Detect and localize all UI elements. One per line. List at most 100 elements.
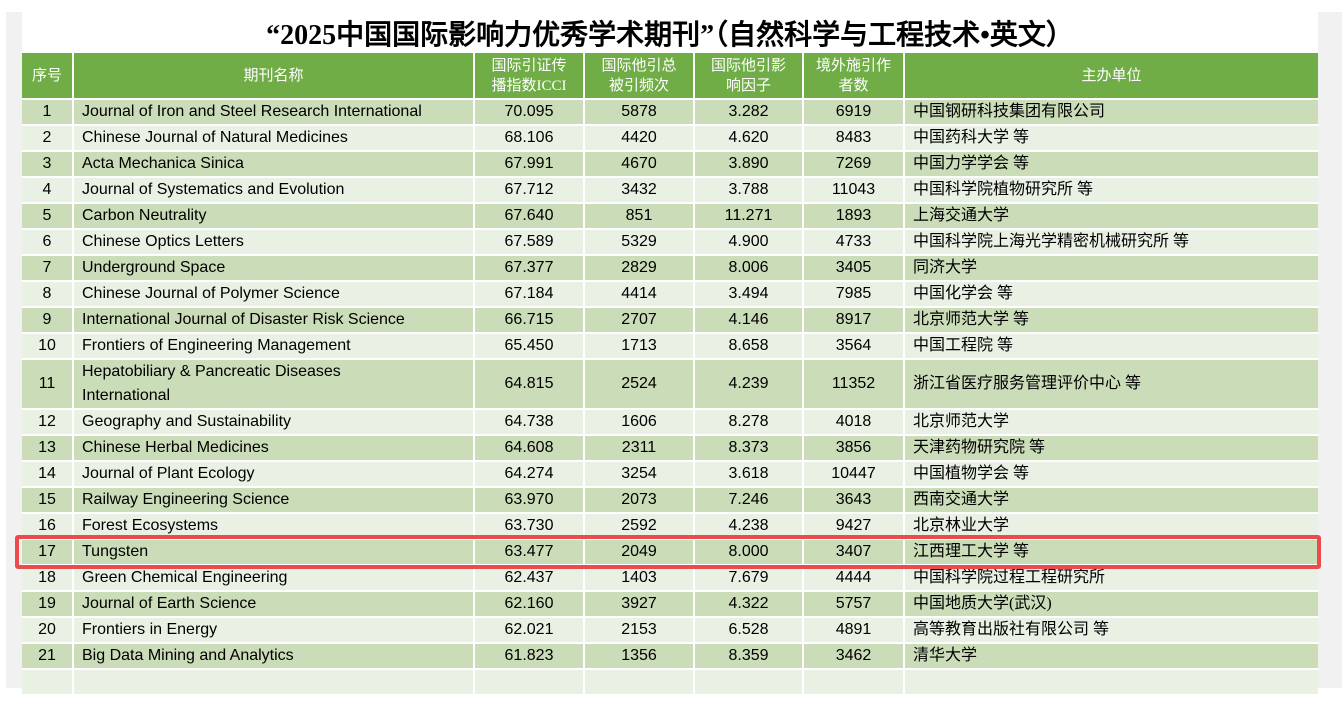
- cell-foreign-authors: 3643: [804, 488, 903, 512]
- cell-icci: [475, 670, 583, 694]
- cell-journal-name: Frontiers of Engineering Management: [74, 334, 473, 358]
- table-row: 2 Chinese Journal of Natural Medicines 6…: [22, 126, 1318, 150]
- cell-journal-name: Chinese Journal of Natural Medicines: [74, 126, 473, 150]
- cell-foreign-authors: 11043: [804, 178, 903, 202]
- cell-total-cites: 2049: [585, 540, 693, 564]
- document-page: “2025中国国际影响力优秀学术期刊”（自然科学与工程技术•英文） 序号 期刊名…: [22, 12, 1318, 712]
- column-header-icci: 国际引证传 播指数ICCI: [475, 53, 583, 98]
- cell-total-cites: 2592: [585, 514, 693, 538]
- column-header-total-cites: 国际他引总 被引频次: [585, 53, 693, 98]
- cell-impact-factor: 3.494: [695, 282, 802, 306]
- cell-rank: 12: [22, 410, 72, 434]
- cell-sponsor: 中国工程院 等: [905, 334, 1318, 358]
- cell-foreign-authors: 3856: [804, 436, 903, 460]
- cell-icci: 62.021: [475, 618, 583, 642]
- cell-sponsor: 中国科学院过程工程研究所: [905, 566, 1318, 590]
- table-row: 6 Chinese Optics Letters 67.589 5329 4.9…: [22, 230, 1318, 254]
- cell-impact-factor: 3.890: [695, 152, 802, 176]
- cell-rank: 17: [22, 540, 72, 564]
- cell-foreign-authors: 3405: [804, 256, 903, 280]
- cell-sponsor: 中国力学学会 等: [905, 152, 1318, 176]
- cell-journal-name: International Journal of Disaster Risk S…: [74, 308, 473, 332]
- cell-journal-name: Journal of Iron and Steel Research Inter…: [74, 100, 473, 124]
- table-row: 8 Chinese Journal of Polymer Science 67.…: [22, 282, 1318, 306]
- cell-rank: 8: [22, 282, 72, 306]
- cell-foreign-authors: 4891: [804, 618, 903, 642]
- cell-total-cites: 4414: [585, 282, 693, 306]
- cell-foreign-authors: 3564: [804, 334, 903, 358]
- table-row: 13 Chinese Herbal Medicines 64.608 2311 …: [22, 436, 1318, 460]
- cell-rank: [22, 670, 72, 694]
- cell-icci: 67.712: [475, 178, 583, 202]
- cell-foreign-authors: [804, 670, 903, 694]
- cell-impact-factor: 4.146: [695, 308, 802, 332]
- cell-rank: 11: [22, 360, 72, 408]
- table-row: 4 Journal of Systematics and Evolution 6…: [22, 178, 1318, 202]
- table-row: 10 Frontiers of Engineering Management 6…: [22, 334, 1318, 358]
- column-header-foreign-authors: 境外施引作 者数: [804, 53, 903, 98]
- cell-rank: 14: [22, 462, 72, 486]
- cell-impact-factor: 4.620: [695, 126, 802, 150]
- cell-impact-factor: 8.278: [695, 410, 802, 434]
- cell-sponsor: 中国地质大学(武汉): [905, 592, 1318, 616]
- cell-rank: 6: [22, 230, 72, 254]
- cell-impact-factor: 8.658: [695, 334, 802, 358]
- cell-icci: 67.991: [475, 152, 583, 176]
- cell-foreign-authors: 8483: [804, 126, 903, 150]
- cell-journal-name: Chinese Journal of Polymer Science: [74, 282, 473, 306]
- column-header-journal-name: 期刊名称: [74, 53, 473, 98]
- cell-journal-name: Tungsten: [74, 540, 473, 564]
- cell-journal-name: Big Data Mining and Analytics: [74, 644, 473, 668]
- cell-rank: 5: [22, 204, 72, 228]
- cell-foreign-authors: 1893: [804, 204, 903, 228]
- cell-total-cites: 2829: [585, 256, 693, 280]
- cell-foreign-authors: 10447: [804, 462, 903, 486]
- cell-journal-name: Railway Engineering Science: [74, 488, 473, 512]
- cell-icci: 61.823: [475, 644, 583, 668]
- cell-impact-factor: 7.246: [695, 488, 802, 512]
- cell-icci: 62.437: [475, 566, 583, 590]
- cell-rank: 1: [22, 100, 72, 124]
- cell-total-cites: 1356: [585, 644, 693, 668]
- cell-impact-factor: 8.359: [695, 644, 802, 668]
- cell-impact-factor: 4.900: [695, 230, 802, 254]
- column-header-rank: 序号: [22, 53, 72, 98]
- cell-sponsor: 中国药科大学 等: [905, 126, 1318, 150]
- cell-rank: 21: [22, 644, 72, 668]
- cell-sponsor: 清华大学: [905, 644, 1318, 668]
- cell-sponsor: 北京林业大学: [905, 514, 1318, 538]
- cell-foreign-authors: 9427: [804, 514, 903, 538]
- cell-rank: 15: [22, 488, 72, 512]
- cell-journal-name: Journal of Plant Ecology: [74, 462, 473, 486]
- cell-sponsor: 中国科学院植物研究所 等: [905, 178, 1318, 202]
- cell-journal-name: Acta Mechanica Sinica: [74, 152, 473, 176]
- table-row: 17 Tungsten 63.477 2049 8.000 3407 江西理工大…: [22, 540, 1318, 564]
- partial-next-row: [22, 670, 1318, 694]
- table-header-row: 序号 期刊名称 国际引证传 播指数ICCI 国际他引总 被引频次 国际他引影 响…: [22, 53, 1318, 98]
- cell-icci: 65.450: [475, 334, 583, 358]
- cell-icci: 67.589: [475, 230, 583, 254]
- cell-icci: 63.970: [475, 488, 583, 512]
- cell-impact-factor: 4.322: [695, 592, 802, 616]
- cell-icci: 67.377: [475, 256, 583, 280]
- cell-impact-factor: 4.238: [695, 514, 802, 538]
- table-row: 14 Journal of Plant Ecology 64.274 3254 …: [22, 462, 1318, 486]
- cell-foreign-authors: 6919: [804, 100, 903, 124]
- cell-icci: 68.106: [475, 126, 583, 150]
- cell-foreign-authors: 3462: [804, 644, 903, 668]
- cell-rank: 13: [22, 436, 72, 460]
- cell-impact-factor: 4.239: [695, 360, 802, 408]
- cell-total-cites: 3254: [585, 462, 693, 486]
- cell-foreign-authors: 7269: [804, 152, 903, 176]
- cell-foreign-authors: 4018: [804, 410, 903, 434]
- cell-rank: 3: [22, 152, 72, 176]
- cell-rank: 2: [22, 126, 72, 150]
- table-row: 15 Railway Engineering Science 63.970 20…: [22, 488, 1318, 512]
- cell-rank: 19: [22, 592, 72, 616]
- cell-icci: 64.608: [475, 436, 583, 460]
- cell-journal-name: Journal of Earth Science: [74, 592, 473, 616]
- cell-sponsor: 江西理工大学 等: [905, 540, 1318, 564]
- cell-impact-factor: 11.271: [695, 204, 802, 228]
- table-row: 21 Big Data Mining and Analytics 61.823 …: [22, 644, 1318, 668]
- cell-total-cites: 2524: [585, 360, 693, 408]
